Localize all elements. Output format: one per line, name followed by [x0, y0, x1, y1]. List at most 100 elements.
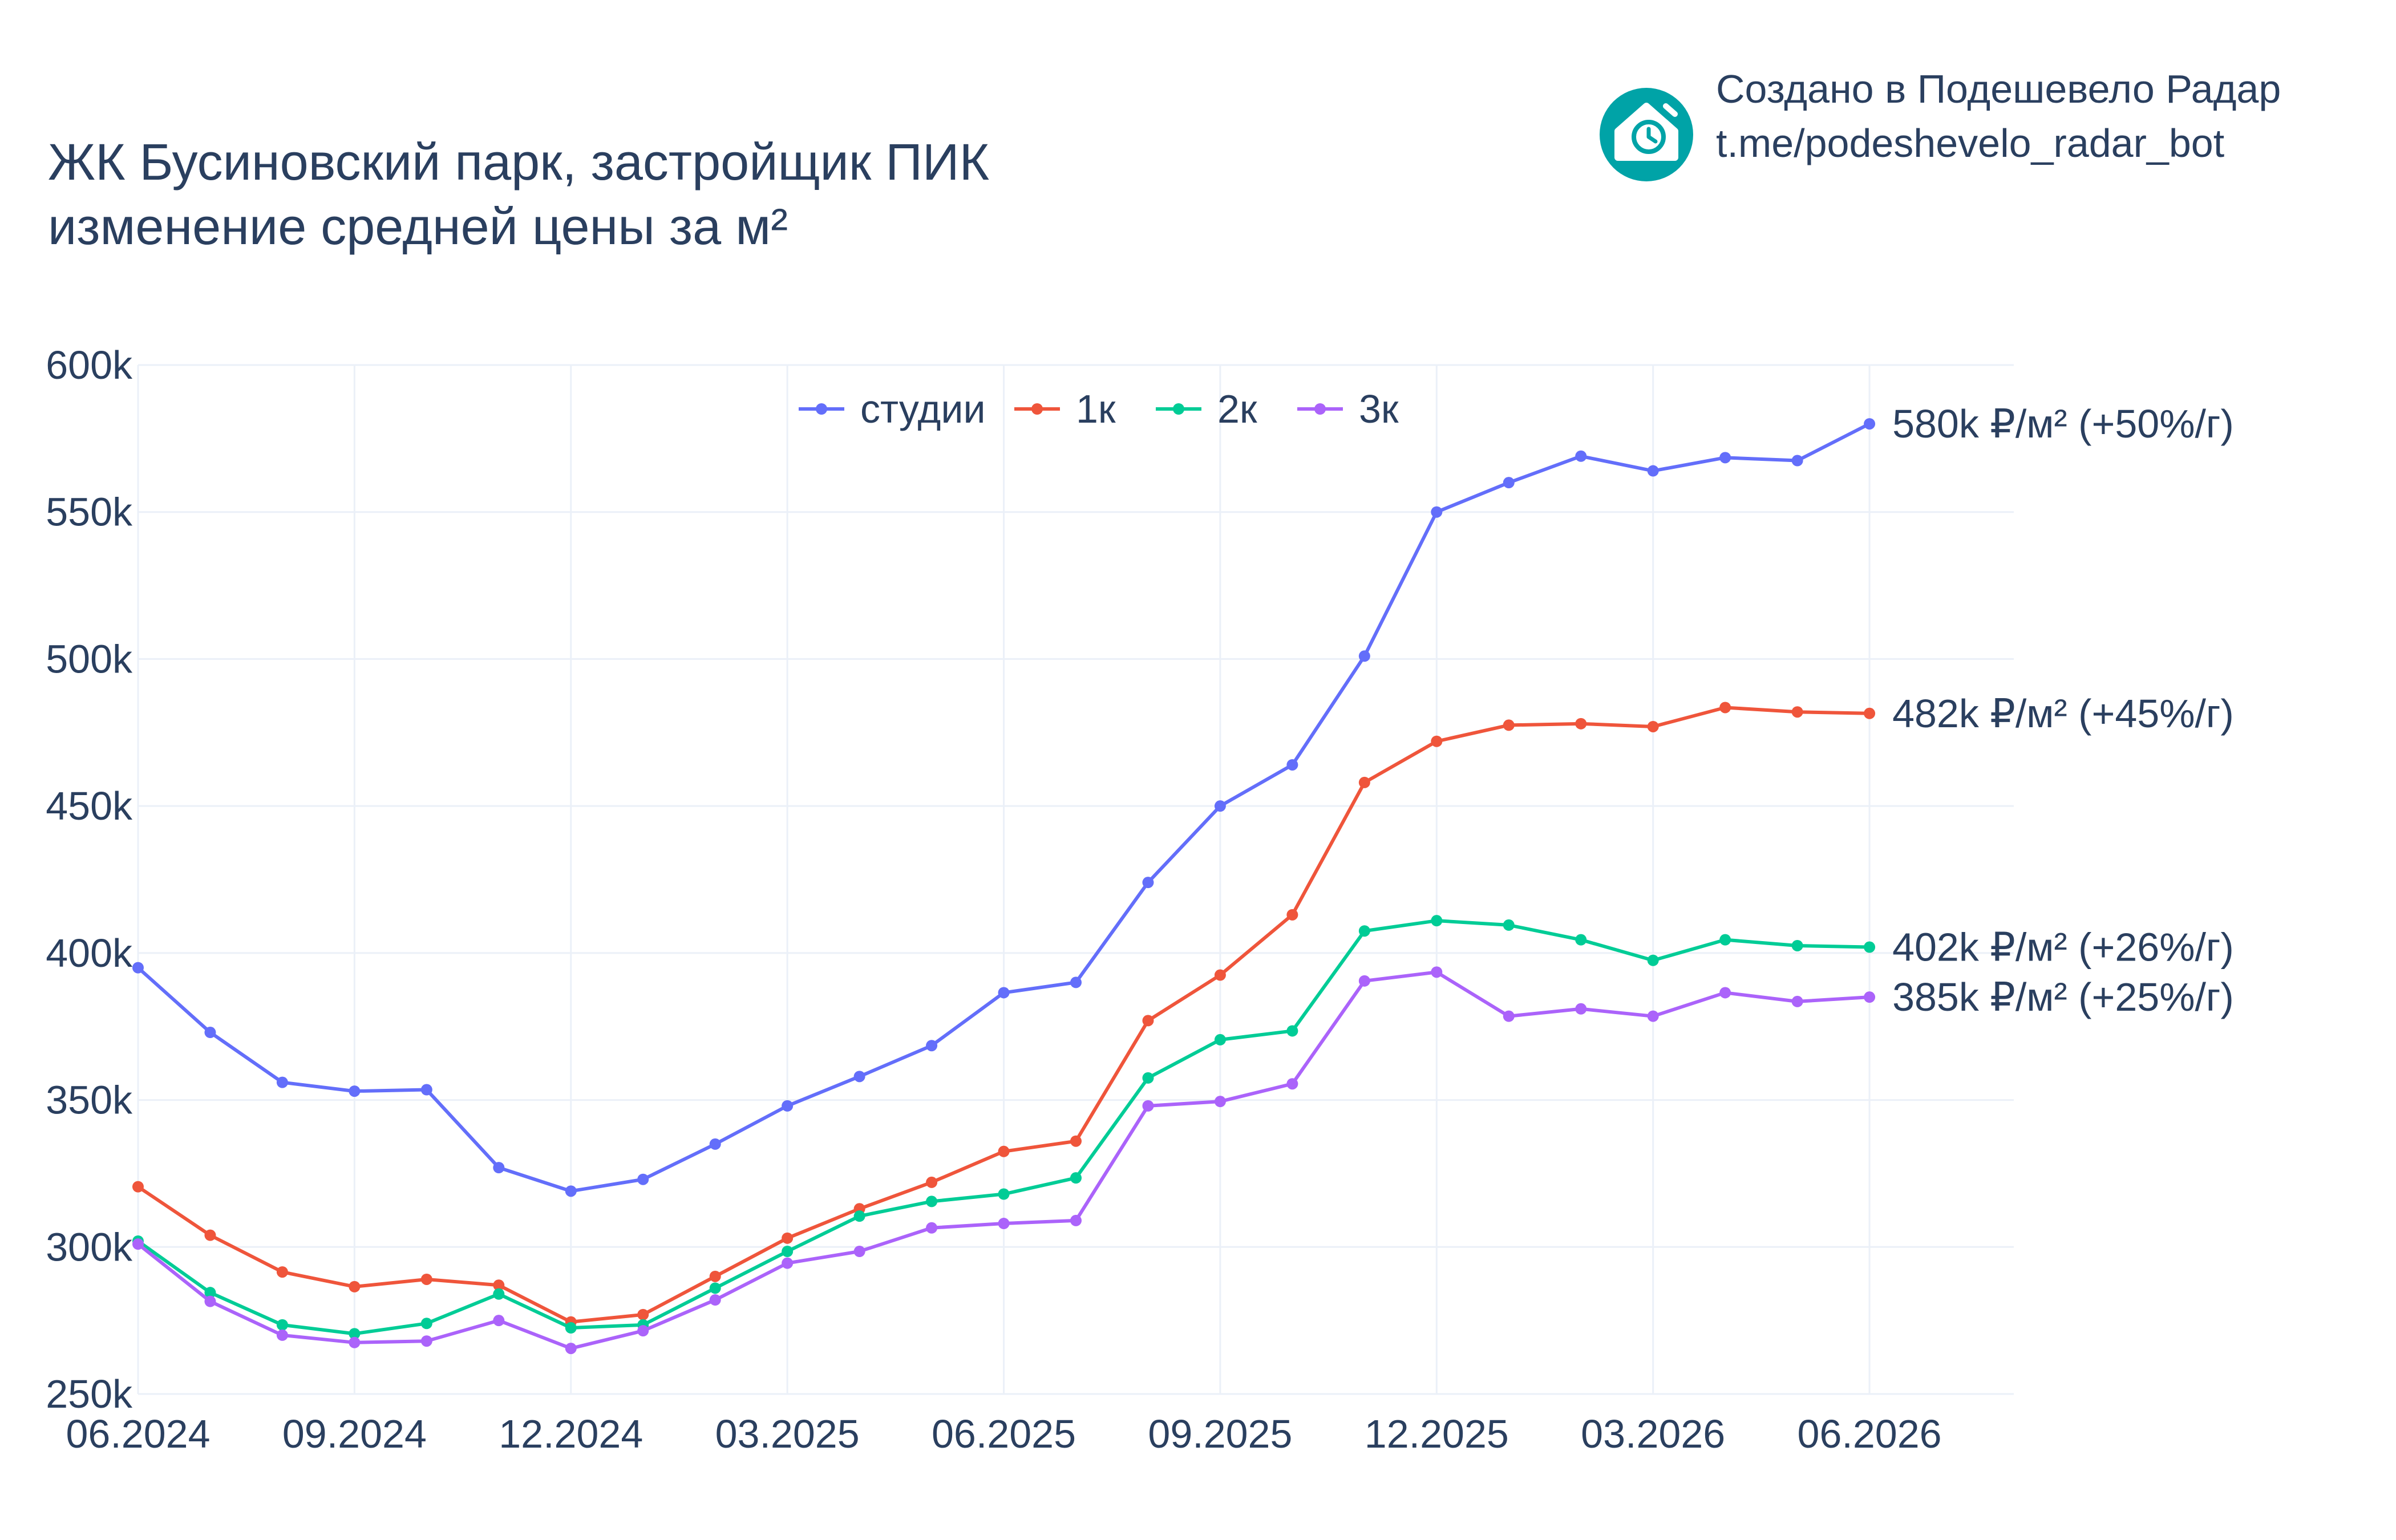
data-point	[1503, 1010, 1515, 1022]
data-point	[204, 1295, 216, 1307]
data-point	[1431, 735, 1443, 747]
data-point	[998, 1145, 1010, 1157]
legend[interactable]: студии 1к 2к 3к	[799, 387, 1399, 431]
data-point	[1142, 1072, 1154, 1084]
end-label: 482k ₽/м² (+45%/г)	[1892, 691, 2234, 736]
brand-logo[interactable]	[1600, 88, 1693, 181]
x-tick-label: 09.2024	[282, 1412, 427, 1456]
data-point	[276, 1329, 288, 1341]
y-tick-label: 500k	[46, 637, 133, 681]
series-1	[132, 418, 1876, 1197]
data-point	[1719, 452, 1731, 464]
x-tick-label: 06.2025	[932, 1412, 1076, 1456]
legend-item-3[interactable]: 2к	[1156, 387, 1257, 431]
data-point	[132, 962, 144, 974]
data-point	[926, 1195, 938, 1207]
grid	[137, 364, 2014, 1395]
house-clock-icon	[1614, 103, 1678, 161]
legend-swatch-marker	[1031, 403, 1043, 415]
legend-item-2[interactable]: 1к	[1014, 387, 1116, 431]
data-point	[1575, 718, 1587, 730]
x-tick-label: 06.2026	[1798, 1412, 1942, 1456]
data-point	[1791, 455, 1803, 467]
end-label: 402k ₽/м² (+26%/г)	[1892, 925, 2234, 970]
data-point	[1142, 1015, 1154, 1027]
data-point	[1070, 1135, 1082, 1147]
legend-item-4[interactable]: 3к	[1297, 387, 1399, 431]
data-point	[132, 1181, 144, 1193]
data-point	[420, 1273, 432, 1285]
data-point	[349, 1280, 361, 1292]
data-point	[1214, 969, 1226, 981]
data-point	[1719, 934, 1731, 946]
data-point	[1286, 1025, 1298, 1037]
data-point	[420, 1335, 432, 1347]
data-point	[998, 1218, 1010, 1230]
data-point	[853, 1071, 865, 1083]
chart-title-line2: изменение средней цены за м²	[48, 198, 788, 256]
data-point	[637, 1308, 649, 1320]
data-point	[1503, 477, 1515, 489]
legend-swatch-marker	[1314, 403, 1326, 415]
data-point	[204, 1027, 216, 1039]
data-point	[1358, 776, 1370, 788]
data-point	[709, 1270, 721, 1282]
x-tick-label: 12.2024	[499, 1412, 643, 1456]
data-point	[709, 1282, 721, 1294]
y-axis: 250k 300k 350k 400k 450k 500k 550k 600k	[46, 343, 133, 1416]
data-point	[1286, 759, 1298, 771]
data-point	[1503, 919, 1515, 931]
data-point	[1431, 966, 1443, 978]
y-tick-label: 600k	[46, 343, 133, 387]
data-point	[853, 1210, 865, 1222]
legend-label: 3к	[1359, 387, 1399, 431]
data-point	[1864, 707, 1876, 719]
data-point	[565, 1343, 577, 1355]
data-point	[1286, 1078, 1298, 1090]
data-point	[1647, 720, 1659, 732]
data-point	[1864, 941, 1876, 953]
data-point	[1070, 1172, 1082, 1184]
legend-label: 2к	[1217, 387, 1257, 431]
data-point	[1647, 954, 1659, 966]
legend-item-1[interactable]: студии	[799, 387, 986, 431]
brand-link[interactable]: t.me/podeshevelo_radar_bot	[1716, 121, 2224, 165]
data-point	[1791, 939, 1803, 951]
end-label: 580k ₽/м² (+50%/г)	[1892, 402, 2234, 446]
data-point	[276, 1319, 288, 1331]
series-3	[132, 915, 1876, 1340]
data-point	[349, 1328, 361, 1340]
x-tick-label: 09.2025	[1148, 1412, 1292, 1456]
data-point	[349, 1336, 361, 1348]
data-point	[1575, 934, 1587, 946]
data-point	[493, 1315, 505, 1327]
chart-title-line1: ЖК Бусиновский парк, застройщик ПИК	[48, 134, 989, 191]
data-point	[1647, 1010, 1659, 1022]
data-point	[204, 1287, 216, 1299]
data-point	[1503, 719, 1515, 731]
y-tick-label: 250k	[46, 1372, 133, 1416]
data-point	[1719, 702, 1731, 714]
data-point	[1214, 1096, 1226, 1108]
data-point	[1358, 650, 1370, 662]
data-point	[493, 1288, 505, 1300]
data-point	[1358, 975, 1370, 987]
data-point	[782, 1257, 794, 1269]
data-point	[565, 1322, 577, 1334]
legend-swatch-marker	[816, 403, 827, 415]
data-point	[1864, 991, 1876, 1003]
data-point	[1791, 995, 1803, 1007]
data-point	[782, 1100, 794, 1112]
brand-name: Создано в Подешевело Радар	[1716, 67, 2281, 111]
data-point	[1647, 465, 1659, 477]
data-point	[349, 1085, 361, 1097]
data-point	[637, 1325, 649, 1337]
data-point	[276, 1266, 288, 1278]
data-point	[998, 1188, 1010, 1200]
x-tick-label: 03.2026	[1581, 1412, 1725, 1456]
data-point	[1142, 877, 1154, 889]
data-point	[1142, 1100, 1154, 1112]
y-tick-label: 550k	[46, 490, 133, 534]
y-tick-label: 450k	[46, 784, 133, 828]
